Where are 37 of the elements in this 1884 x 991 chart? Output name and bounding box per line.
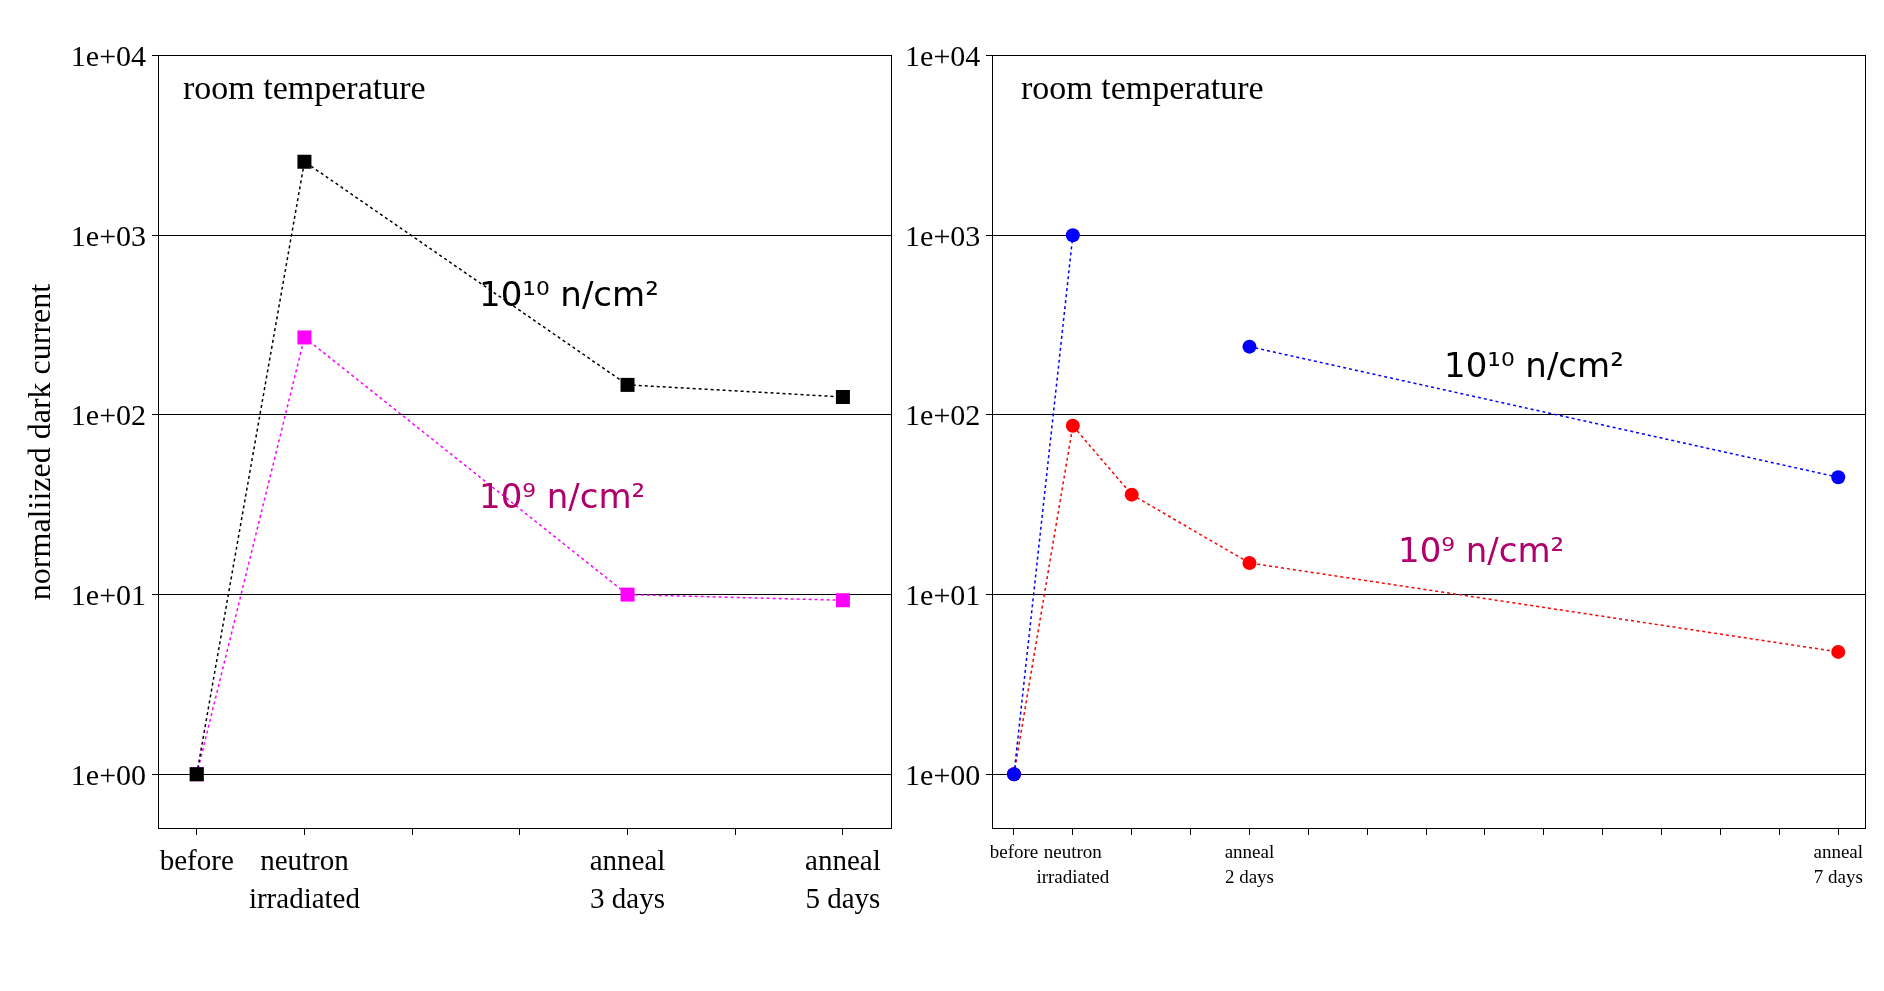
y-tick-label: 1e+00	[905, 757, 981, 791]
y-tick-label: 1e+04	[905, 39, 981, 73]
y-axis-title: normaliized dark current	[21, 283, 58, 601]
y-tick-label: 1e+02	[70, 398, 147, 432]
point	[297, 330, 312, 345]
x-tick-label: before	[989, 841, 1039, 863]
annotation: 10⁹ n/cm²	[1398, 530, 1565, 570]
annotation: room temperature	[1021, 69, 1264, 106]
point	[1831, 470, 1846, 485]
point	[1124, 487, 1139, 502]
point	[620, 587, 635, 602]
point	[1242, 339, 1257, 354]
point	[1065, 228, 1080, 243]
y-tick-label: 1e+01	[70, 578, 147, 612]
point	[1065, 418, 1080, 433]
x-tick-label: anneal 7 days	[1813, 841, 1864, 887]
x-tick-label: anneal 3 days	[589, 844, 666, 914]
point	[1831, 644, 1846, 659]
y-tick-label: 1e+03	[905, 218, 981, 252]
point	[835, 593, 850, 608]
x-tick-label: before	[159, 844, 234, 877]
x-tick-label: neutron irradiated	[248, 844, 361, 914]
y-tick-label: 1e+02	[905, 398, 981, 432]
y-tick-label: 1e+00	[70, 757, 147, 791]
point	[620, 377, 635, 392]
x-tick-label: anneal 2 days	[1224, 841, 1275, 887]
y-tick-label: 1e+01	[905, 578, 981, 612]
annotation: 10¹⁰ n/cm²	[1444, 345, 1624, 385]
annotation: 10⁹ n/cm²	[479, 476, 646, 516]
point	[1242, 555, 1257, 570]
y-tick-label: 1e+04	[70, 39, 147, 73]
point	[297, 154, 312, 169]
x-tick-label: anneal 5 days	[805, 844, 881, 914]
annotation: 10¹⁰ n/cm²	[479, 274, 659, 314]
annotation: room temperature	[183, 69, 426, 106]
point	[835, 389, 850, 404]
y-tick-label: 1e+03	[70, 218, 147, 252]
